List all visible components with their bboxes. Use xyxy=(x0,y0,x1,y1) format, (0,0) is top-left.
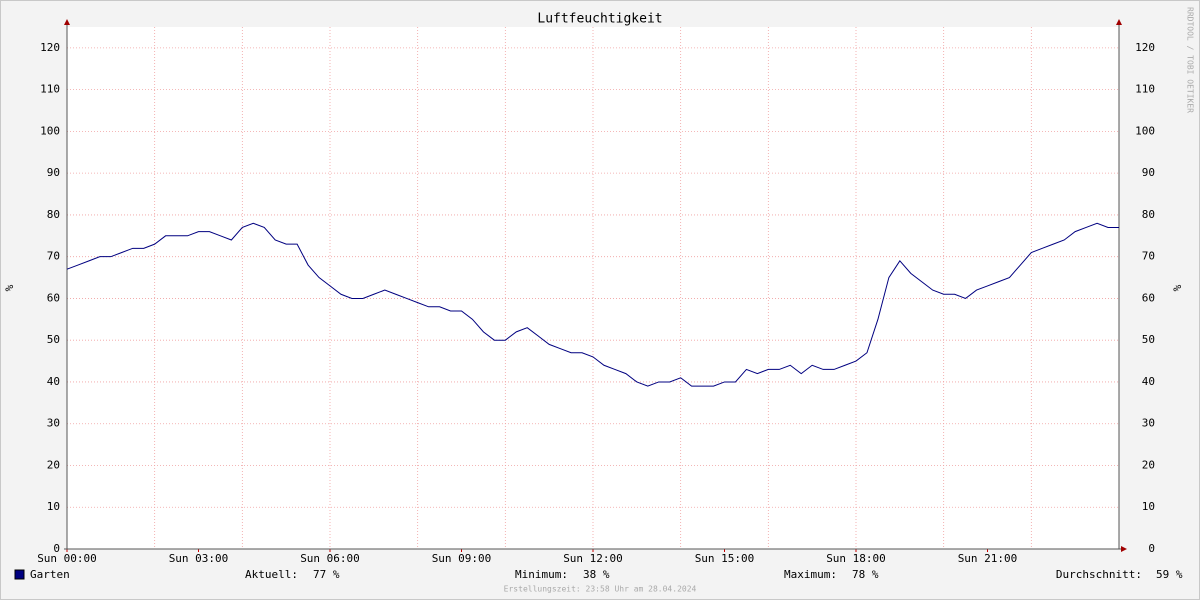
stat-label: Minimum: xyxy=(515,568,568,581)
stat-value: 77 % xyxy=(313,568,340,581)
y2-tick-label: 110 xyxy=(1135,83,1155,96)
y-tick-label: 80 xyxy=(47,208,60,221)
y2-tick-label: 50 xyxy=(1142,333,1155,346)
y-tick-label: 10 xyxy=(47,500,60,513)
x-tick-label: Sun 18:00 xyxy=(826,552,886,565)
y2-tick-label: 40 xyxy=(1142,375,1155,388)
x-tick-label: Sun 15:00 xyxy=(695,552,755,565)
y2-tick-label: 80 xyxy=(1142,208,1155,221)
legend-label: Garten xyxy=(30,568,70,581)
y2-tick-label: 0 xyxy=(1148,542,1155,555)
chart-title: Luftfeuchtigkeit xyxy=(537,12,662,27)
y2-tick-label: 60 xyxy=(1142,291,1155,304)
x-tick-label: Sun 06:00 xyxy=(300,552,360,565)
y-tick-label: 100 xyxy=(40,124,60,137)
y2-tick-label: 90 xyxy=(1142,166,1155,179)
y2-axis-label: % xyxy=(1171,284,1184,291)
y-tick-label: 50 xyxy=(47,333,60,346)
data-line xyxy=(66,222,1119,387)
y-tick-label: 60 xyxy=(47,291,60,304)
y-tick-label: 90 xyxy=(47,166,60,179)
y-tick-label: 0 xyxy=(53,542,60,555)
legend-swatch xyxy=(14,569,25,580)
x-tick-label: Sun 03:00 xyxy=(169,552,229,565)
y-tick-label: 40 xyxy=(47,375,60,388)
footer: Erstellungszeit: 23:58 Uhr am 28.04.2024 xyxy=(504,585,697,594)
y2-tick-label: 10 xyxy=(1142,500,1155,513)
axis-arrow xyxy=(1121,546,1127,552)
axis-arrow xyxy=(64,19,70,25)
stat-label: Maximum: xyxy=(784,568,837,581)
x-tick-label: Sun 12:00 xyxy=(563,552,623,565)
stat-label: Aktuell: xyxy=(245,568,298,581)
y-tick-label: 30 xyxy=(47,417,60,430)
y-tick-label: 70 xyxy=(47,250,60,263)
stat-label: Durchschnitt: xyxy=(1056,568,1142,581)
stat-value: 78 % xyxy=(852,568,879,581)
y2-tick-label: 30 xyxy=(1142,417,1155,430)
y2-tick-label: 120 xyxy=(1135,41,1155,54)
y2-tick-label: 20 xyxy=(1142,458,1155,471)
x-tick-label: Sun 21:00 xyxy=(958,552,1018,565)
y-tick-label: 120 xyxy=(40,41,60,54)
y-axis-label: % xyxy=(3,284,16,291)
y2-tick-label: 100 xyxy=(1135,124,1155,137)
y-tick-label: 110 xyxy=(40,83,60,96)
watermark: RRDTOOL / TOBI OETIKER xyxy=(1186,7,1195,113)
y2-tick-label: 70 xyxy=(1142,250,1155,263)
stat-value: 38 % xyxy=(583,568,610,581)
stat-value: 59 % xyxy=(1156,568,1183,581)
x-tick-label: Sun 09:00 xyxy=(432,552,492,565)
x-tick-label: Sun 00:00 xyxy=(37,552,97,565)
axis-arrow xyxy=(1116,19,1122,25)
y-tick-label: 20 xyxy=(47,458,60,471)
